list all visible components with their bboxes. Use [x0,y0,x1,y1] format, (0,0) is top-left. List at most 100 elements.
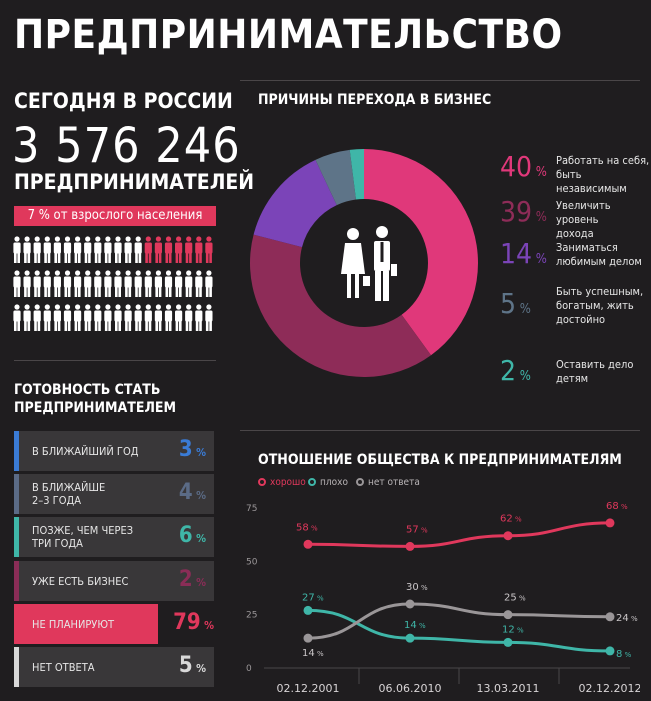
person-icon [94,236,102,263]
percent-sign: % [517,595,526,603]
readiness-row: УЖЕ ЕСТЬ БИЗНЕС 2 % [14,561,214,601]
reason-value-number: 5 [500,287,517,320]
readiness-row: В БЛИЖАЙШЕ 2–3 ГОДА 4 % [14,474,214,514]
readiness-value: 2 % [179,567,206,592]
readiness-color-bar [14,561,19,601]
readiness-label: ПОЗЖЕ, ЧЕМ ЧЕРЕЗ ТРИ ГОДА [32,524,133,550]
person-icon [185,304,193,331]
person-icon [134,236,142,263]
reason-value: 2 % [500,354,531,387]
person-icon [195,304,203,331]
reason-value: 5 % [500,287,531,320]
data-label-value: 30 [406,582,419,593]
data-label-value: 62 [500,514,513,525]
percent-sign: % [532,252,547,267]
person-icon [84,304,92,331]
percent-sign: % [516,369,531,384]
readiness-label-line: 2–3 ГОДА [32,494,82,507]
person-icon [164,304,173,331]
readiness-value-number: 3 [178,437,193,462]
legend-label: хорошо [270,477,306,488]
businesspeople-icon [341,226,397,301]
readiness-label-line: В БЛИЖАЙШЕ [32,481,106,494]
person-icon [114,236,122,263]
data-label: 14 % [404,620,426,631]
percent-sign: % [515,626,524,634]
readiness-value-number: 5 [178,653,193,678]
person-icon [144,270,152,297]
person-icon [84,236,92,263]
person-icon [23,236,31,263]
reason-value: 39 % [500,195,547,228]
readiness-label-line: УЖЕ ЕСТЬ БИЗНЕС [32,575,129,588]
person-icon [74,270,82,297]
data-label: 68 % [606,501,628,512]
reason-text-line: достойно [556,313,606,326]
readiness-label: НЕ ПЛАНИРУЮТ [32,618,114,631]
data-label: 58 % [296,522,318,533]
person-icon [33,236,41,263]
person-icon [114,270,122,297]
person-icon [23,304,31,331]
data-label: 62 % [500,514,522,525]
data-label: 27 % [302,592,324,603]
person-icon [185,270,193,297]
readiness-title-line: ГОТОВНОСТЬ СТАТЬ [14,382,161,398]
x-tick-label: 06.06.2010 [379,682,442,695]
person-icon [104,270,112,297]
y-tick-label: 25 [246,611,257,621]
reason-value-number: 2 [500,354,517,387]
divider [14,360,216,361]
person-icon [154,236,162,263]
person-icon [104,304,112,331]
readiness-color-bar [14,647,19,687]
readiness-value: 5 % [179,653,206,678]
readiness-color-bar [14,517,19,557]
people-icon-grid [13,236,213,331]
person-icon [175,304,183,331]
person-icon [63,270,72,297]
reason-value-number: 39 [500,195,533,228]
person-icon [63,236,72,263]
data-label: 12 % [502,624,524,635]
reason-text: Заниматься любимым делом [556,241,642,269]
data-point [303,539,313,549]
person-icon [175,236,183,263]
person-icon [144,236,152,263]
data-label-value: 68 [606,501,619,512]
data-label-value: 14 [302,648,315,659]
donut-slice [250,234,432,377]
percent-sign: % [192,576,206,589]
readiness-value: 4 % [179,480,206,505]
reason-value: 40 % [500,150,547,183]
person-icon [154,270,162,297]
reason-text-line: любимым делом [556,255,642,268]
percent-sign: % [619,503,628,511]
data-label-value: 8 [616,649,622,660]
readiness-title-line: ПРЕДПРИНИМАТЕЛЕМ [14,400,177,416]
legend-label: плохо [320,477,348,488]
person-icon [134,304,142,331]
readiness-label-line: ТРИ ГОДА [32,537,83,550]
person-icon [124,270,132,297]
reason-text-line: богатым, жить [556,299,634,312]
readiness-label-line: ПОЗЖЕ, ЧЕМ ЧЕРЕЗ [32,524,134,537]
person-icon [164,270,173,297]
reason-value-number: 14 [500,237,533,270]
data-label: 14 % [302,648,324,659]
percent-sign: % [419,526,428,534]
person-icon [43,236,51,263]
readiness-label-line: В БЛИЖАЙШИЙ ГОД [32,445,139,458]
reason-text: Работать на себя, быть независимым [556,154,651,196]
data-label: 24 % [616,613,638,624]
readiness-row: В БЛИЖАЙШИЙ ГОД 3 % [14,431,214,471]
data-label-value: 25 [504,593,517,604]
person-icon [53,236,61,263]
data-label-value: 58 [296,522,309,533]
data-label: 57 % [406,524,428,535]
person-icon [23,270,31,297]
reason-text: Быть успешным, богатым, жить достойно [556,285,643,327]
data-point [503,637,513,647]
readiness-label-line: НЕ ПЛАНИРУЮТ [32,618,115,631]
person-icon [114,304,122,331]
